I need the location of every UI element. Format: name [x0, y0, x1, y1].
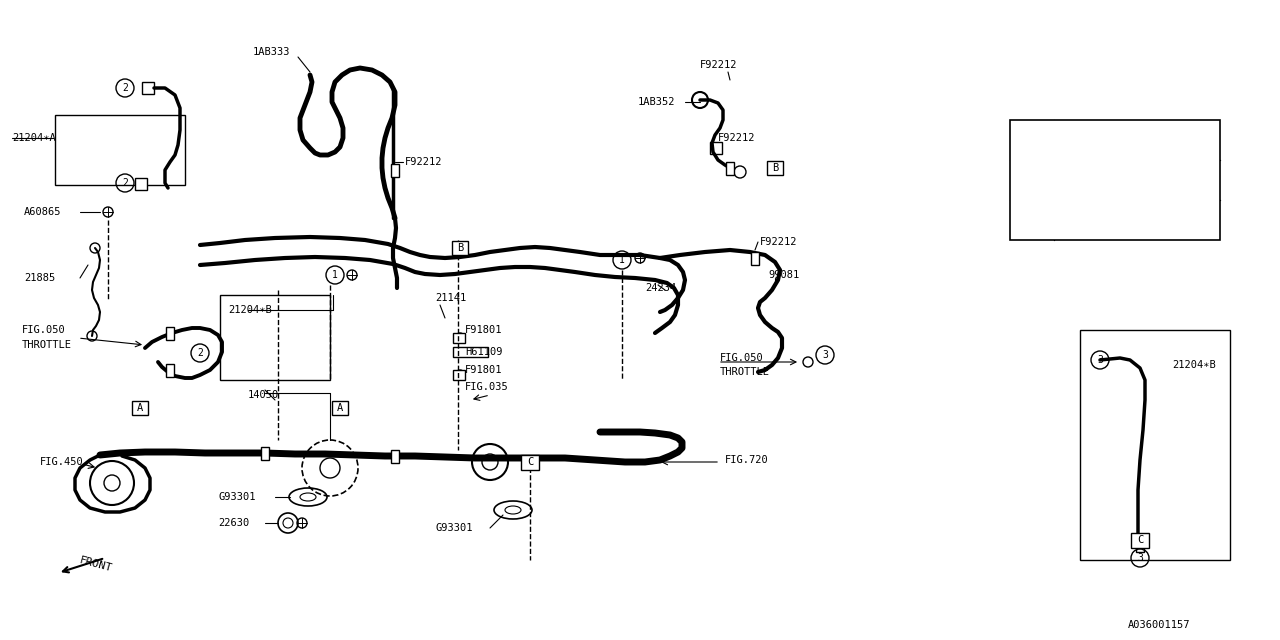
Text: C: C: [1137, 535, 1143, 545]
Text: 21204∗B: 21204∗B: [228, 305, 271, 315]
Bar: [390, 449, 399, 463]
Bar: [726, 161, 733, 175]
Bar: [142, 82, 154, 94]
Bar: [390, 163, 399, 177]
Text: 2: 2: [122, 178, 128, 188]
Bar: [767, 161, 783, 175]
Text: 24234: 24234: [645, 283, 676, 293]
Text: 1: 1: [332, 270, 338, 280]
Text: 21141: 21141: [435, 293, 466, 303]
Bar: [261, 447, 269, 460]
Bar: [521, 454, 539, 470]
Text: 2: 2: [122, 83, 128, 93]
Text: G93301: G93301: [218, 492, 256, 502]
Bar: [453, 347, 488, 357]
Text: 3: 3: [1029, 215, 1036, 225]
Text: 1AB333: 1AB333: [253, 47, 291, 57]
Text: THROTTLE: THROTTLE: [721, 367, 771, 377]
Text: THROTTLE: THROTTLE: [22, 340, 72, 350]
Text: A036001157: A036001157: [1128, 620, 1190, 630]
Bar: [55, 115, 186, 185]
Text: FRONT: FRONT: [78, 555, 114, 573]
Text: F91801: F91801: [465, 325, 503, 335]
Text: 3: 3: [822, 350, 828, 360]
Text: G93301: G93301: [435, 523, 472, 533]
Bar: [1010, 120, 1220, 240]
Bar: [452, 241, 468, 255]
Text: 3: 3: [1137, 553, 1143, 563]
Bar: [1080, 330, 1230, 560]
Text: C: C: [527, 457, 534, 467]
Bar: [453, 370, 465, 380]
Text: 1: 1: [1029, 135, 1036, 145]
Text: 14050: 14050: [248, 390, 279, 400]
Bar: [166, 364, 174, 376]
Text: F92212: F92212: [760, 237, 797, 247]
Text: FIG.050: FIG.050: [22, 325, 65, 335]
Bar: [1132, 532, 1149, 547]
Text: B: B: [457, 243, 463, 253]
Text: F92212: F92212: [404, 157, 443, 167]
Text: J10622: J10622: [1064, 134, 1107, 147]
Text: 21204∗A: 21204∗A: [12, 133, 56, 143]
Text: 21885: 21885: [24, 273, 55, 283]
Text: 22630: 22630: [218, 518, 250, 528]
Bar: [1137, 538, 1144, 552]
Text: 21204∗B: 21204∗B: [1172, 360, 1216, 370]
Text: 2: 2: [1029, 175, 1036, 185]
Text: FIG.720: FIG.720: [724, 455, 769, 465]
Text: FIG.035: FIG.035: [465, 382, 508, 392]
Bar: [453, 333, 465, 343]
Bar: [710, 142, 722, 154]
Text: 99081: 99081: [768, 270, 799, 280]
Text: 0923S*A: 0923S*A: [1064, 214, 1114, 227]
Text: H61109: H61109: [465, 347, 503, 357]
Text: 1: 1: [620, 255, 625, 265]
Text: F92212: F92212: [700, 60, 737, 70]
Text: F91801: F91801: [465, 365, 503, 375]
Text: A: A: [337, 403, 343, 413]
Text: F92212: F92212: [718, 133, 755, 143]
Text: 1AB352: 1AB352: [637, 97, 676, 107]
Text: 0923S*B: 0923S*B: [1064, 173, 1114, 186]
Text: FIG.450: FIG.450: [40, 457, 83, 467]
Bar: [132, 401, 148, 415]
Bar: [134, 178, 147, 190]
Text: B: B: [772, 163, 778, 173]
Text: A: A: [137, 403, 143, 413]
Bar: [751, 252, 759, 264]
Bar: [166, 326, 174, 339]
Text: FIG.050: FIG.050: [721, 353, 764, 363]
Text: 2: 2: [197, 348, 204, 358]
Bar: [332, 401, 348, 415]
Text: 3: 3: [1097, 355, 1103, 365]
Text: A60865: A60865: [24, 207, 61, 217]
Bar: [220, 295, 330, 380]
